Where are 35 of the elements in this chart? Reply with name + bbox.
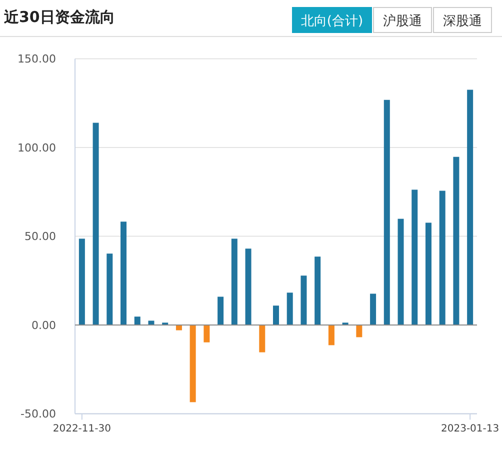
bar <box>120 222 127 325</box>
y-tick-label: -50.00 <box>20 408 56 421</box>
bar <box>259 324 266 352</box>
bar <box>412 190 418 325</box>
x-tick-label: 2023-01-13 <box>441 424 500 435</box>
y-tick-label: 150.00 <box>18 52 56 66</box>
bar <box>245 248 252 325</box>
y-tick-label: 100.00 <box>18 141 56 154</box>
bar <box>78 238 85 325</box>
bar <box>300 276 307 325</box>
bar <box>439 190 446 325</box>
x-tick-label: 2022-11-30 <box>52 424 111 435</box>
bar <box>286 292 293 325</box>
y-tick-label: 50.00 <box>24 230 56 244</box>
bar <box>328 324 334 346</box>
y-tick-label: 0.00 <box>32 318 56 332</box>
bar <box>106 254 113 325</box>
bar <box>273 306 279 325</box>
bar <box>134 316 140 325</box>
chart-title: 近30日资金流向 <box>3 8 115 26</box>
bar <box>231 238 238 325</box>
bar <box>190 324 196 402</box>
bar <box>148 320 154 325</box>
bar <box>425 222 432 325</box>
bar <box>314 256 321 325</box>
bar <box>398 218 404 325</box>
bar <box>370 294 376 325</box>
bar <box>92 122 99 325</box>
bar <box>218 296 224 325</box>
bar <box>204 324 210 342</box>
bar <box>356 324 362 338</box>
bar <box>176 324 182 330</box>
bar <box>453 156 460 325</box>
bar <box>384 100 390 325</box>
bar <box>467 90 474 325</box>
